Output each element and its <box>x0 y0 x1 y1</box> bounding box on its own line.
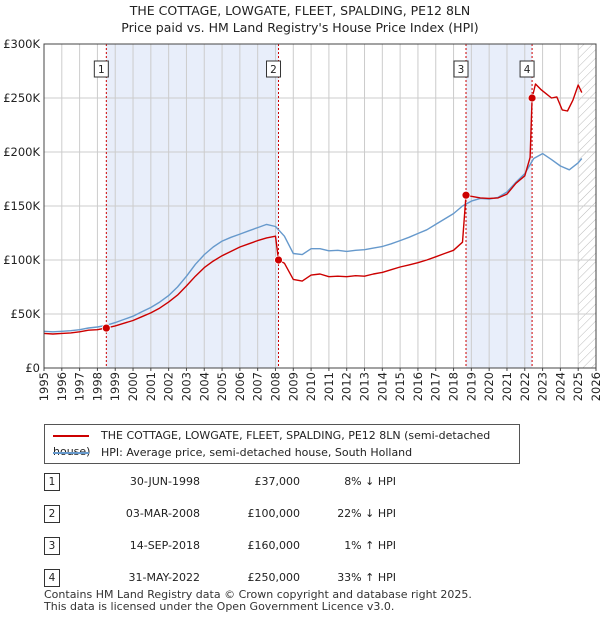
transaction-hpi-diff: 1% ↑ HPI <box>344 539 396 552</box>
transaction-hpi-diff: 8% ↓ HPI <box>344 475 396 488</box>
x-tick-label: 2019 <box>464 372 478 401</box>
plot-frame <box>43 43 597 369</box>
transaction-row: 4 31-MAY-2022 £250,000 33% ↑ HPI <box>44 567 564 589</box>
transaction-hpi-diff: 22% ↓ HPI <box>337 507 396 520</box>
x-tick-label: 2006 <box>233 372 247 401</box>
legend-label-property: THE COTTAGE, LOWGATE, FLEET, SPALDING, P… <box>53 429 491 458</box>
marker-label: 2 <box>270 64 277 76</box>
footer-copyright: Contains HM Land Registry data © Crown c… <box>44 588 472 601</box>
x-tick-label: 2013 <box>358 372 372 401</box>
chart-title: THE COTTAGE, LOWGATE, FLEET, SPALDING, P… <box>129 3 471 18</box>
transaction-price: £250,000 <box>247 571 301 584</box>
transaction-price: £160,000 <box>247 539 301 552</box>
x-tick-label: 2025 <box>571 372 585 401</box>
x-tick-label: 2004 <box>197 372 211 401</box>
sale-point <box>101 323 111 333</box>
marker-box <box>519 60 535 78</box>
chart-title-block: THE COTTAGE, LOWGATE, FLEET, SPALDING, P… <box>0 2 600 36</box>
x-tick-label: 2024 <box>553 372 567 401</box>
property-price-line <box>43 83 583 335</box>
sale-point <box>527 93 537 103</box>
y-tick-label: £50K <box>11 307 41 321</box>
price-chart: 1 2 3 4 £0 £50K £100K £150K £200K £250K £300K 1995… <box>3 37 600 401</box>
x-tick-label: 2000 <box>126 372 140 401</box>
transaction-number: 4 <box>44 569 60 587</box>
y-tick-label: £100K <box>3 253 40 267</box>
x-tick-label: 2003 <box>179 372 193 401</box>
x-tick-label: 2008 <box>268 372 282 401</box>
x-tick-label: 1996 <box>55 372 69 401</box>
y-tick-label: £250K <box>3 91 40 105</box>
x-tick-label: 2007 <box>251 372 265 401</box>
y-tick-label: £0 <box>25 361 40 375</box>
marker-label: 1 <box>98 64 105 76</box>
marker-label: 4 <box>524 64 531 76</box>
y-tick-label: £150K <box>3 199 40 213</box>
transaction-hpi-diff: 33% ↑ HPI <box>337 571 396 584</box>
x-tick-label: 2015 <box>393 372 407 401</box>
x-tick-label: 2001 <box>144 372 158 401</box>
x-tick-label: 2022 <box>518 372 532 401</box>
legend-swatch-hpi <box>53 452 89 454</box>
x-tick-label: 1999 <box>108 372 122 401</box>
transaction-number: 3 <box>44 537 60 555</box>
footer-license: This data is licensed under the Open Gov… <box>44 600 395 613</box>
x-tick-label: 2020 <box>482 372 496 401</box>
x-tick-label: 2026 <box>589 372 600 401</box>
legend: THE COTTAGE, LOWGATE, FLEET, SPALDING, P… <box>44 424 520 464</box>
x-tick-label: 2016 <box>411 372 425 401</box>
transaction-date: 03-MAR-2008 <box>125 507 200 520</box>
x-tick-label: 2021 <box>500 372 514 401</box>
marker-label: 3 <box>458 64 465 76</box>
y-tick-label: £200K <box>3 145 40 159</box>
y-tick-label: £300K <box>3 37 40 51</box>
x-tick-label: 1998 <box>90 372 104 401</box>
marker-box <box>93 60 109 78</box>
legend-item-hpi: HPI: Average price, semi-detached house,… <box>53 445 412 461</box>
x-tick-label: 2012 <box>340 372 354 401</box>
transaction-number: 1 <box>44 473 60 491</box>
transaction-date: 31-MAY-2022 <box>128 571 200 584</box>
x-tick-label: 2018 <box>447 372 461 401</box>
marker-box <box>453 60 469 78</box>
x-tick-label: 2010 <box>304 372 318 401</box>
x-tick-label: 2023 <box>536 372 550 401</box>
sale-point <box>274 255 283 265</box>
legend-item-property: THE COTTAGE, LOWGATE, FLEET, SPALDING, P… <box>53 428 519 458</box>
marker-box <box>266 60 282 78</box>
sale-point <box>461 190 471 200</box>
x-tick-label: 2017 <box>429 372 443 401</box>
transaction-row: 2 03-MAR-2008 £100,000 22% ↓ HPI <box>44 503 564 525</box>
x-tick-label: 1997 <box>73 372 87 401</box>
transaction-price: £100,000 <box>247 507 301 520</box>
transaction-row: 3 14-SEP-2018 £160,000 1% ↑ HPI <box>44 535 564 557</box>
transaction-price: £37,000 <box>254 475 301 488</box>
transaction-date: 30-JUN-1998 <box>129 475 200 488</box>
transaction-number: 2 <box>44 505 60 523</box>
chart-subtitle: Price paid vs. HM Land Registry's House … <box>121 20 479 35</box>
transaction-date: 14-SEP-2018 <box>129 539 200 552</box>
x-tick-label: 2005 <box>215 372 229 401</box>
legend-label-hpi: HPI: Average price, semi-detached house,… <box>101 446 413 459</box>
x-tick-label: 1995 <box>37 372 51 401</box>
x-tick-label: 2009 <box>286 372 300 401</box>
x-tick-label: 2014 <box>375 372 389 401</box>
transaction-row: 1 30-JUN-1998 £37,000 8% ↓ HPI <box>44 471 564 493</box>
x-tick-label: 2011 <box>322 372 336 401</box>
legend-swatch-property <box>53 435 89 437</box>
footer: Contains HM Land Registry data © Crown c… <box>44 589 472 613</box>
x-tick-label: 2002 <box>162 372 176 401</box>
